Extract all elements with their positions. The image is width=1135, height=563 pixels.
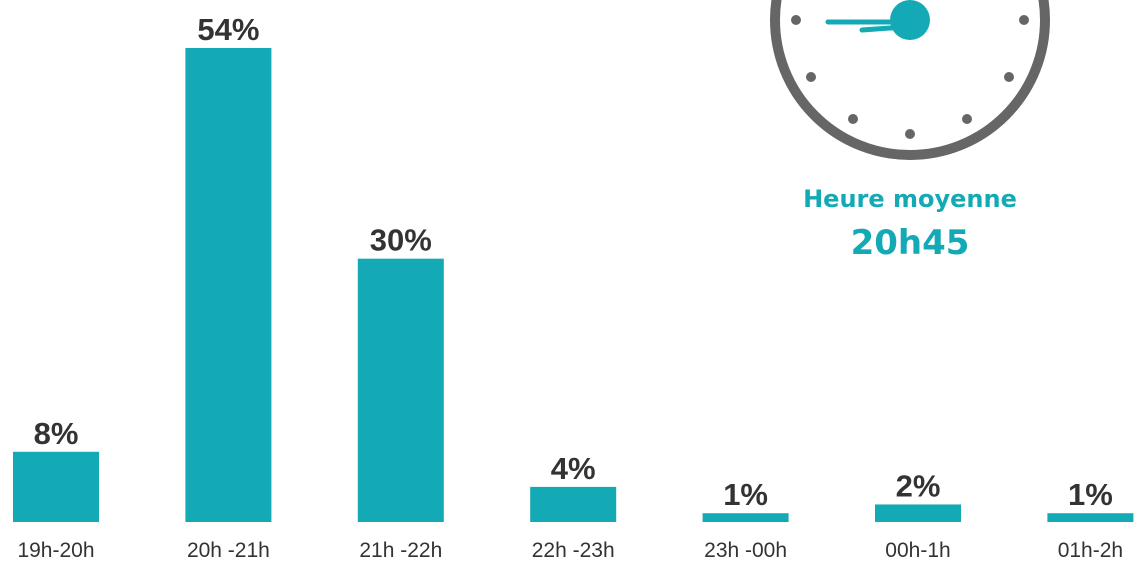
x-tick-label: 19h-20h [17,539,94,562]
bar [702,513,789,522]
bar [185,48,272,522]
bar [1047,513,1134,522]
clock-center [890,0,930,40]
bar [875,504,961,522]
value-label: 1% [1068,477,1113,512]
value-label: 54% [197,12,259,47]
value-label: 2% [896,468,941,503]
x-tick-label: 23h -00h [704,539,787,562]
x-tick-label: 00h-1h [885,539,950,562]
x-tick-label: 01h-2h [1058,539,1123,562]
value-label: 8% [34,416,79,451]
clock-face [770,0,1050,160]
x-tick-label: 21h -22h [359,539,442,562]
bar [13,451,99,522]
clock-dots [791,15,1029,139]
value-label: 1% [723,477,768,512]
annotation: 20h45 [851,223,970,263]
value-label: 30% [370,223,432,258]
clock-icon [770,0,1050,160]
value-label: 4% [551,451,596,486]
annotation: Heure moyenne [803,185,1017,213]
bar [530,486,617,522]
x-tick-label: 22h -23h [532,539,615,562]
x-tick-label: 20h -21h [187,539,270,562]
bar [357,258,444,522]
